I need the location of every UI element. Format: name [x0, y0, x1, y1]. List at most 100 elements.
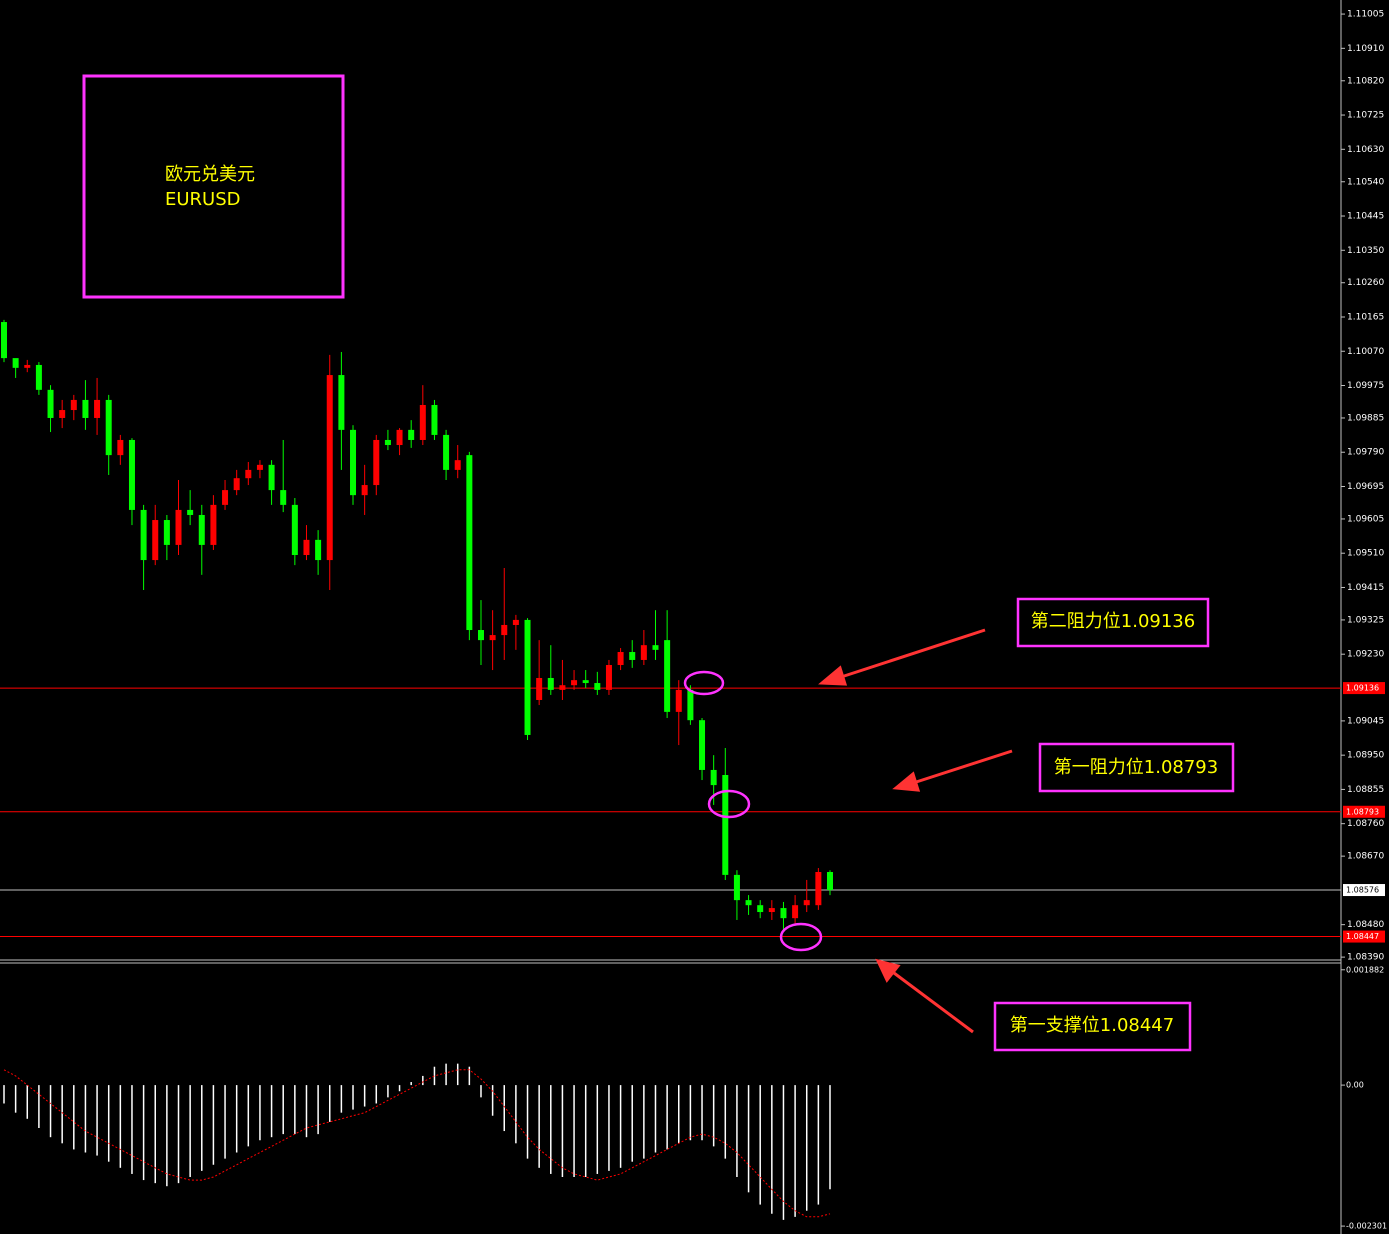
- candle-body: [1, 322, 7, 359]
- y-tick-label: 1.09325: [1347, 615, 1384, 625]
- candle-body: [605, 665, 612, 690]
- candle-body: [675, 689, 682, 712]
- y-tick-label: 1.10070: [1347, 347, 1384, 357]
- candle-body: [94, 399, 101, 418]
- candle-body: [629, 652, 636, 660]
- symbol-box: [82, 74, 345, 299]
- candle-body: [82, 399, 89, 418]
- y-tick-label: 1.08950: [1347, 751, 1384, 761]
- candle-body: [117, 439, 124, 456]
- y-tick-label: 1.08480: [1347, 920, 1384, 930]
- candle-body: [245, 469, 252, 479]
- callout-text: 第一阻力位1.08793: [1054, 757, 1218, 778]
- y-tick-label: 0.00: [1346, 1081, 1364, 1090]
- candle-body: [233, 478, 240, 491]
- price-level-label: 1.09136: [1346, 684, 1379, 693]
- candle-body: [547, 677, 554, 690]
- candle-body: [768, 908, 775, 913]
- candle-body: [361, 485, 368, 496]
- candle-body: [792, 905, 799, 919]
- candle-body: [431, 404, 438, 435]
- candle-body: [687, 689, 694, 721]
- candle-body: [175, 509, 182, 545]
- candle-body: [489, 635, 496, 641]
- arrow: [834, 628, 986, 681]
- price-level-tag: [1343, 930, 1385, 943]
- candle-body: [384, 439, 391, 446]
- candle-body: [640, 645, 647, 660]
- candle-body: [187, 509, 194, 515]
- y-tick-label: 1.10725: [1347, 111, 1384, 121]
- signal-line: [3, 1069, 831, 1218]
- candle-body: [210, 504, 217, 545]
- candle-body: [722, 774, 729, 875]
- price-level-tag: [1343, 805, 1385, 818]
- candle-body: [198, 514, 205, 545]
- candle-body: [35, 364, 42, 390]
- candle-body: [12, 358, 19, 368]
- candle-body: [291, 504, 298, 556]
- candle-body: [617, 652, 624, 666]
- price-level-label: 1.08447: [1346, 932, 1379, 941]
- candle-body: [140, 509, 147, 561]
- price-level-tag: [1343, 884, 1385, 897]
- candle-body: [710, 769, 717, 786]
- candle-body: [105, 399, 112, 456]
- candle-body: [733, 874, 740, 901]
- y-tick-label: 1.09605: [1347, 514, 1384, 524]
- callout-box: [1016, 597, 1210, 648]
- candle-body: [326, 375, 333, 561]
- candle-body: [24, 364, 31, 368]
- price-level-tag: [1343, 682, 1385, 695]
- y-tick-label: 1.10540: [1347, 177, 1384, 187]
- candle-body: [745, 900, 752, 906]
- arrow: [889, 968, 974, 1034]
- price-level-label: 1.08576: [1346, 886, 1379, 895]
- candle-body: [443, 434, 450, 470]
- callout-box: [1038, 742, 1235, 793]
- callout-text: 第二阻力位1.09136: [1031, 611, 1195, 632]
- candle-body: [47, 389, 54, 418]
- y-tick-label: 1.09510: [1347, 549, 1384, 559]
- candle-body: [536, 677, 543, 700]
- candle-body: [477, 630, 484, 641]
- candle-body: [268, 464, 275, 491]
- highlight-ellipse: [707, 789, 751, 819]
- y-tick-label: 1.09230: [1347, 650, 1384, 660]
- y-tick-label: 1.10445: [1347, 212, 1384, 222]
- y-tick-label: 1.10820: [1347, 76, 1384, 86]
- y-tick-label: 1.08760: [1347, 819, 1384, 829]
- candle-body: [256, 464, 263, 470]
- symbol-code: EURUSD: [165, 189, 241, 210]
- candle-body: [815, 872, 822, 906]
- arrow-head: [892, 771, 921, 792]
- y-tick-label: 1.09790: [1347, 448, 1384, 458]
- arrow-head: [875, 958, 901, 983]
- candle-body: [780, 908, 787, 919]
- candle-body: [419, 404, 426, 440]
- price-level-label: 1.08793: [1346, 807, 1379, 816]
- y-tick-label: 0.001882: [1346, 965, 1384, 974]
- candle-body: [664, 640, 671, 712]
- candle-body: [70, 399, 77, 411]
- y-tick-label: -0.002301: [1346, 1222, 1387, 1231]
- highlight-ellipse: [683, 670, 725, 696]
- y-tick-label: 1.10910: [1347, 44, 1384, 54]
- candle-body: [559, 685, 566, 690]
- highlights: [683, 670, 823, 952]
- candle-body: [454, 460, 461, 470]
- candle-body: [652, 645, 659, 650]
- candle-body: [512, 619, 519, 625]
- y-tick-label: 1.10350: [1347, 246, 1384, 256]
- symbol-title: 欧元兑美元: [165, 164, 255, 185]
- candle-body: [466, 455, 473, 631]
- candle-body: [315, 539, 322, 561]
- y-tick-label: 1.10260: [1347, 278, 1384, 288]
- candle-body: [699, 720, 706, 770]
- y-tick-label: 1.09045: [1347, 716, 1384, 726]
- y-tick-label: 1.10630: [1347, 145, 1384, 155]
- y-tick-label: 1.10165: [1347, 312, 1384, 322]
- arrows: [818, 628, 1013, 1034]
- y-tick-label: 1.11005: [1347, 10, 1384, 20]
